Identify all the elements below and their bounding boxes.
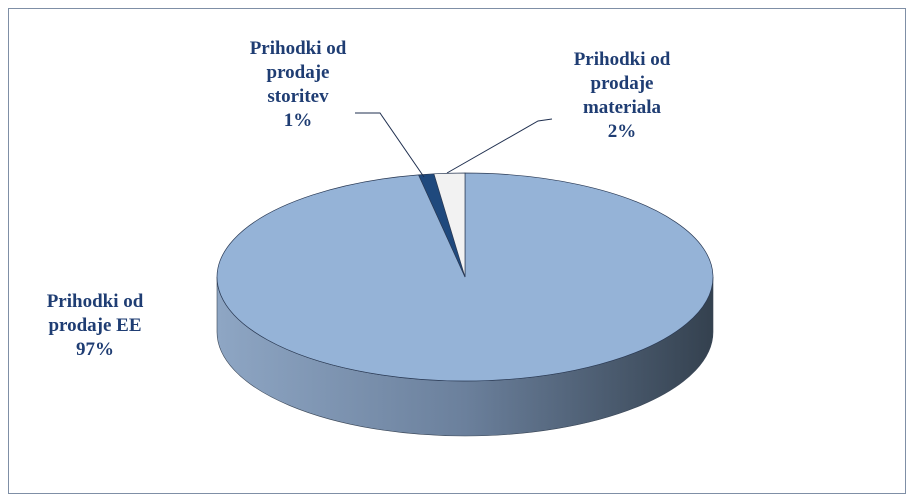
category-label: Prihodki od prodaje EE bbox=[46, 291, 144, 336]
slice bbox=[433, 172, 466, 278]
slice-label: Prihodki od prodaje materiala 2% bbox=[564, 48, 680, 144]
value-label: 2% bbox=[607, 121, 637, 142]
leader-line bbox=[446, 118, 553, 174]
slice-label: Prihodki od prodaje storitev 1% bbox=[240, 37, 356, 133]
leader-line bbox=[355, 112, 425, 178]
pie bbox=[216, 172, 714, 437]
chart-frame bbox=[8, 8, 906, 494]
value-label: 1% bbox=[283, 110, 313, 131]
category-label: Prihodki od prodaje materiala bbox=[573, 49, 671, 118]
category-label: Prihodki od prodaje storitev bbox=[249, 38, 347, 107]
slice-label: Prihodki od prodaje EE 97% bbox=[25, 290, 165, 362]
value-label: 97% bbox=[76, 339, 114, 360]
